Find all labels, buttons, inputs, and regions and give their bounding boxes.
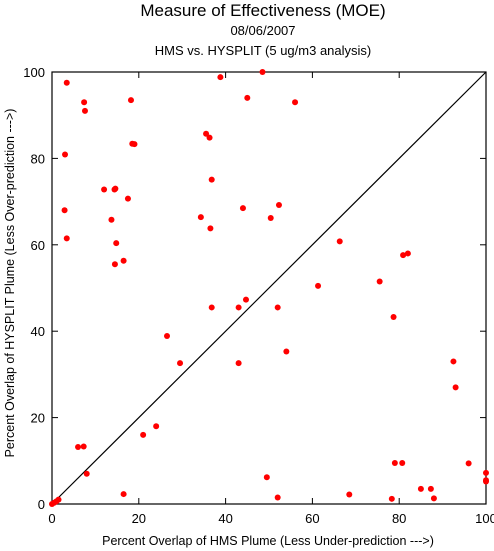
- data-point: [207, 225, 214, 232]
- data-point: [108, 216, 115, 223]
- data-point: [81, 107, 88, 114]
- data-point: [239, 205, 246, 212]
- x-tick-label: 40: [218, 511, 232, 526]
- data-point: [208, 304, 215, 311]
- data-point: [49, 501, 55, 507]
- data-point: [63, 235, 70, 242]
- data-point: [124, 195, 131, 202]
- data-point: [404, 250, 411, 257]
- data-point: [430, 495, 437, 502]
- x-axis-label: Percent Overlap of HMS Plume (Less Under…: [102, 534, 434, 548]
- data-point: [376, 278, 383, 285]
- data-point: [177, 360, 184, 367]
- data-point: [61, 207, 68, 214]
- data-point: [452, 384, 459, 391]
- data-point: [164, 332, 171, 339]
- data-point: [208, 176, 215, 183]
- data-point: [336, 238, 343, 245]
- data-point: [75, 443, 82, 450]
- data-point: [465, 460, 472, 467]
- data-point: [217, 74, 224, 81]
- data-point: [292, 99, 299, 106]
- y-tick-label: 80: [31, 151, 45, 166]
- data-point: [263, 474, 270, 481]
- data-point: [391, 459, 398, 466]
- data-point: [417, 485, 424, 492]
- data-point: [203, 130, 210, 137]
- data-point: [101, 186, 108, 193]
- data-point: [113, 240, 120, 247]
- data-point: [483, 469, 489, 476]
- y-axis-label: Percent Overlap of HYSPLIT Plume (Less O…: [3, 109, 17, 458]
- x-tick-label: 20: [132, 511, 146, 526]
- data-point: [80, 443, 87, 450]
- chart-date: 08/06/2007: [230, 23, 295, 38]
- data-point: [400, 252, 407, 259]
- data-point: [112, 185, 119, 192]
- y-tick-label: 0: [38, 497, 45, 512]
- data-point: [62, 151, 69, 158]
- data-point: [315, 282, 322, 289]
- data-point: [283, 348, 290, 355]
- y-tick-label: 60: [31, 238, 45, 253]
- y-tick-label: 20: [31, 411, 45, 426]
- y-tick-label: 100: [23, 65, 45, 80]
- data-point: [131, 141, 138, 148]
- data-point: [197, 214, 204, 221]
- data-point: [450, 358, 457, 365]
- data-point: [153, 423, 160, 430]
- data-point: [244, 94, 251, 101]
- data-point: [483, 478, 489, 485]
- data-point: [206, 134, 213, 141]
- data-point: [242, 296, 249, 303]
- plot-frame: [51, 71, 487, 505]
- x-tick-label: 60: [305, 511, 319, 526]
- data-point: [81, 99, 88, 106]
- data-point: [140, 431, 147, 438]
- reference-line: [51, 71, 487, 505]
- data-point: [120, 491, 127, 498]
- data-point: [259, 69, 266, 75]
- data-point: [120, 257, 127, 264]
- data-point: [427, 485, 434, 492]
- data-point: [63, 79, 70, 86]
- data-point: [275, 202, 282, 209]
- plot-area: 0 20 40 60 80 100 0 20 40 60 80 100: [23, 65, 494, 526]
- x-tick-label: 0: [48, 511, 55, 526]
- data-point: [390, 313, 397, 320]
- data-point: [274, 494, 281, 501]
- x-tick-label: 80: [392, 511, 406, 526]
- y-tick-label: 40: [31, 324, 45, 339]
- data-point: [83, 470, 90, 477]
- chart-title: Measure of Effectiveness (MOE): [140, 1, 385, 20]
- x-tick-label: 100: [475, 511, 494, 526]
- data-point: [346, 491, 353, 498]
- data-point: [388, 495, 395, 502]
- data-point: [111, 261, 118, 268]
- chart-subtitle: HMS vs. HYSPLIT (5 ug/m3 analysis): [155, 43, 372, 58]
- data-point: [274, 304, 281, 311]
- data-point: [235, 304, 242, 311]
- data-point: [235, 360, 242, 367]
- data-point: [399, 459, 406, 466]
- data-point: [127, 97, 134, 104]
- data-point: [267, 215, 274, 222]
